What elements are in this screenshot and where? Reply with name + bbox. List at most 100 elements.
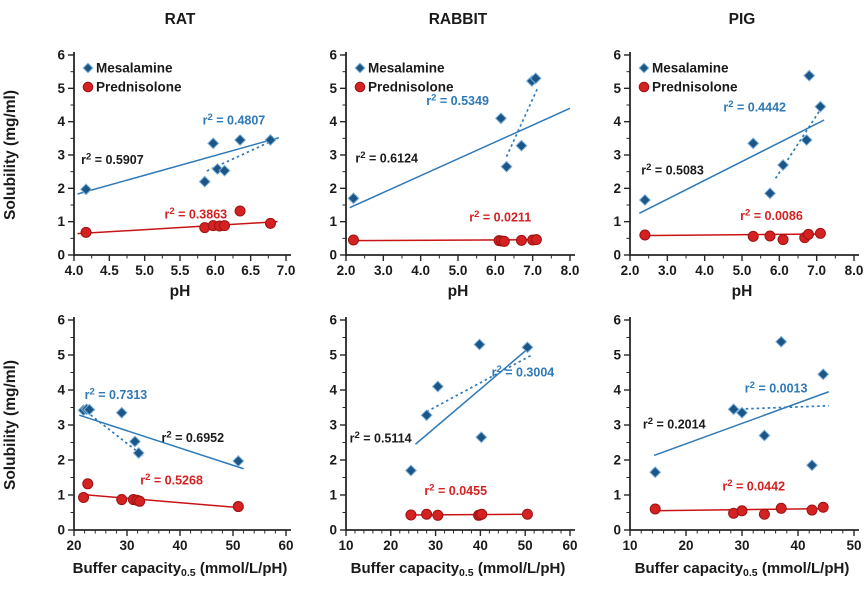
series-mesalamine — [347, 72, 542, 205]
y-tick-label: 0 — [613, 523, 621, 538]
trendline-solid — [653, 391, 830, 457]
trendline-solid — [79, 493, 244, 509]
data-point-diamond — [475, 431, 488, 444]
data-point-circle — [234, 205, 246, 217]
data-point-circle — [521, 508, 533, 520]
series-mesalamine — [77, 403, 245, 468]
data-point-circle — [747, 230, 759, 242]
data-point-diamond — [500, 160, 513, 173]
data-point-circle — [116, 494, 128, 506]
y-tick-label: 2 — [613, 453, 621, 468]
chart-pig-buffer: 10 20 30 40 50 0 1 2 3 4 5 6 Buffer capacity0.5 (mmo… — [582, 300, 866, 600]
y-tick-label: 6 — [329, 48, 337, 63]
legend-marker-diamond — [638, 62, 650, 74]
r-squared-annotation: r2 = 0.4442 — [723, 99, 786, 115]
y-tick-label: 1 — [613, 214, 621, 229]
data-point-circle — [232, 501, 244, 513]
x-tick-label: 4.0 — [411, 263, 430, 278]
x-tick-label: 5.0 — [135, 263, 154, 278]
data-point-diamond — [473, 338, 486, 351]
x-tick-label: 3.0 — [658, 263, 677, 278]
data-point-diamond — [763, 187, 777, 200]
data-point-circle — [80, 226, 92, 238]
y-tick-label: 2 — [329, 453, 337, 468]
chart-pig-ph: PIG 2.0 3.0 4.0 5.0 6.0 7.0 8.0 0 1 2 3 4 5 6 pH r2 = 0.… — [582, 0, 866, 300]
legend-label: Prednisolone — [652, 80, 738, 95]
y-tick-label: 1 — [329, 488, 337, 503]
data-point-circle — [515, 234, 527, 246]
x-tick-label: 60 — [562, 538, 577, 553]
chart-svg-rat-ph: RAT 4.0 4.5 5.0 5.5 6.0 6.5 7.0 0 1 2 3 4 5 6 pH Solubil… — [2, 11, 295, 300]
chart-title: PIG — [729, 11, 756, 28]
r-squared-annotation: r2 = 0.4807 — [203, 112, 266, 128]
data-point-circle — [134, 495, 146, 507]
x-tick-label: 6.0 — [770, 263, 789, 278]
r-squared-annotation: r2 = 0.5907 — [81, 152, 144, 168]
x-tick-label: 2.0 — [337, 263, 356, 278]
data-point-circle — [806, 504, 818, 516]
y-tick-label: 6 — [613, 48, 621, 63]
data-point-diamond — [515, 139, 528, 152]
trendline-solid — [349, 238, 539, 242]
data-point-diamond — [649, 466, 662, 479]
data-point-circle — [498, 235, 510, 247]
figure-row-ph: RAT 4.0 4.5 5.0 5.5 6.0 6.5 7.0 0 1 2 3 4 5 6 pH Solubil… — [2, 0, 866, 300]
y-tick-label: 5 — [57, 348, 65, 363]
ticks — [624, 54, 855, 261]
y-tick-label: 2 — [57, 453, 65, 468]
chart-title: RAT — [165, 11, 196, 28]
y-tick-label: 2 — [613, 181, 621, 196]
data-point-diamond — [431, 380, 444, 393]
y-tick-label: 5 — [329, 81, 337, 96]
legend-label: Prednisolone — [96, 80, 182, 95]
data-point-circle — [82, 478, 94, 490]
data-point-circle — [764, 230, 776, 242]
data-point-circle — [736, 505, 748, 517]
x-tick-label: 8.0 — [561, 263, 580, 278]
y-tick-label: 0 — [613, 248, 621, 263]
y-tick-label: 0 — [329, 523, 337, 538]
data-point-diamond — [758, 429, 771, 442]
x-tick-label: 7.0 — [807, 263, 826, 278]
chart-title: RABBIT — [429, 11, 488, 28]
y-tick-label: 3 — [613, 418, 621, 433]
x-tick-label: 30 — [119, 538, 134, 553]
y-tick-label: 6 — [329, 313, 337, 328]
y-tick-label: 2 — [57, 181, 65, 196]
data-point-circle — [639, 229, 651, 241]
data-point-diamond — [494, 112, 507, 125]
data-point-diamond — [234, 133, 247, 147]
data-point-circle — [421, 508, 433, 520]
legend-label: Mesalamine — [652, 61, 729, 76]
series-prednisolone — [78, 478, 244, 513]
series-mesalamine — [80, 133, 277, 196]
trendline-dotted — [734, 404, 829, 411]
x-axis-label: Buffer capacity0.5 (mmol/L/pH) — [73, 560, 288, 579]
legend-marker-circle — [82, 81, 94, 93]
chart-svg-pig-buffer: 10 20 30 40 50 0 1 2 3 4 5 6 Buffer capacity0.5 (mmo… — [613, 313, 861, 580]
x-tick-label: 6.5 — [241, 263, 260, 278]
r-squared-annotation: r2 = 0.6952 — [161, 429, 224, 445]
data-point-diamond — [529, 72, 542, 85]
y-tick-label: 3 — [57, 418, 65, 433]
data-point-diamond — [80, 183, 93, 196]
y-tick-label: 4 — [329, 383, 337, 398]
data-point-diamond — [638, 193, 651, 207]
x-tick-label: 60 — [278, 538, 293, 553]
series-mesalamine — [649, 335, 830, 479]
y-tick-label: 4 — [57, 383, 65, 398]
chart-svg-rat-buffer: 20 30 40 50 60 0 1 2 3 4 5 6 Buffer capacity0.5 (mmo… — [2, 313, 294, 580]
r-squared-annotation: r2 = 0.0211 — [469, 209, 531, 225]
data-point-diamond — [521, 341, 534, 354]
x-tick-label: 50 — [846, 538, 861, 553]
trendline-solid — [79, 414, 244, 470]
x-axis-label: pH — [170, 283, 191, 300]
x-tick-label: 50 — [518, 538, 533, 553]
trendline-dotted — [81, 407, 144, 457]
x-tick-label: 4.5 — [100, 263, 119, 278]
y-tick-label: 0 — [57, 248, 65, 263]
data-point-diamond — [775, 335, 788, 348]
x-tick-label: 8.0 — [845, 263, 864, 278]
x-tick-label: 40 — [473, 538, 488, 553]
y-tick-label: 4 — [613, 383, 621, 398]
